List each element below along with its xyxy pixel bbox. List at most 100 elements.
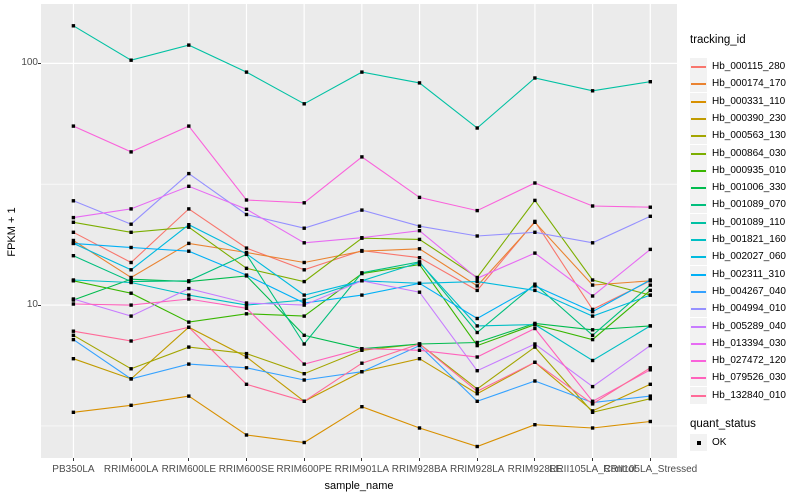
legend-entry-Hb_132840_010: Hb_132840_010 <box>690 386 786 404</box>
marker-ok <box>302 298 306 302</box>
legend-key-swatch <box>690 434 707 451</box>
x-tick-label-RRIM600SE: RRIM600SE <box>218 464 275 475</box>
marker-ok <box>302 260 306 265</box>
marker-ok <box>533 342 537 346</box>
marker-ok <box>590 358 595 363</box>
marker-ok <box>71 199 76 203</box>
marker-ok <box>187 43 191 47</box>
legend-entry-Hb_002027_060: Hb_002027_060 <box>690 248 786 266</box>
marker-ok <box>302 362 306 366</box>
marker-ok <box>302 399 306 403</box>
marker-ok <box>302 378 306 382</box>
marker-ok <box>187 362 191 366</box>
legend-entry-label: Hb_001006_330 <box>712 182 786 194</box>
marker-ok <box>417 195 422 200</box>
legend-entry-label: Hb_000115_280 <box>712 61 786 72</box>
marker-ok <box>475 324 479 328</box>
marker-ok <box>244 273 249 277</box>
legend-entry-Hb_001089_070: Hb_001089_070 <box>690 196 786 214</box>
marker-ok <box>417 260 422 265</box>
marker-ok <box>475 234 479 238</box>
legend-entry-Hb_000864_030: Hb_000864_030 <box>690 144 786 162</box>
marker-ok <box>360 279 364 283</box>
marker-ok <box>244 366 249 370</box>
legend-entry-label: Hb_079526_030 <box>712 372 786 384</box>
marker-ok <box>71 329 76 333</box>
marker-ok <box>187 297 191 301</box>
legend-entry-Hb_000563_130: Hb_000563_130 <box>690 127 786 145</box>
marker-ok <box>475 389 479 393</box>
marker-ok <box>129 277 133 281</box>
legend-entry-label: Hb_004267_040 <box>712 285 786 297</box>
marker-ok <box>648 419 652 424</box>
legend-entry-Hb_001821_160: Hb_001821_160 <box>690 231 786 248</box>
marker-ok <box>129 377 133 381</box>
marker-ok <box>71 302 76 306</box>
legend-key-line-icon <box>691 325 706 328</box>
marker-ok <box>590 89 595 93</box>
marker-ok <box>533 181 537 185</box>
marker-ok <box>302 241 306 245</box>
marker-ok <box>302 314 306 318</box>
marker-ok <box>475 387 479 391</box>
x-tick-mark <box>419 458 421 461</box>
legend-entry-label: OK <box>712 437 727 448</box>
marker-ok <box>648 397 652 401</box>
marker-ok <box>244 266 249 270</box>
marker-ok <box>648 283 652 287</box>
marker-ok <box>475 126 479 130</box>
marker-ok <box>129 303 133 307</box>
marker-ok <box>360 405 364 409</box>
marker-ok <box>71 24 76 28</box>
legend-key-swatch <box>690 300 707 318</box>
x-tick-label-RRIM600PE: RRIM600PE <box>276 464 332 475</box>
marker-ok <box>590 314 595 318</box>
marker-ok <box>417 262 422 267</box>
marker-ok <box>475 343 479 348</box>
marker-ok <box>590 399 595 403</box>
y-tick-mark <box>38 62 41 64</box>
legend-key-line-icon <box>691 256 706 259</box>
marker-ok <box>187 394 191 398</box>
x-tick-mark <box>534 458 536 461</box>
marker-ok <box>533 288 537 293</box>
legend-key-line-icon <box>691 100 706 103</box>
marker-ok <box>417 426 422 430</box>
legend-key-swatch <box>690 127 707 145</box>
marker-ok <box>590 283 595 287</box>
legend-entry-Hb_000331_110: Hb_000331_110 <box>690 92 785 110</box>
marker-ok <box>244 70 249 74</box>
marker-ok <box>302 440 306 445</box>
legend-key-swatch <box>690 92 707 110</box>
legend-key-line-icon <box>691 239 706 241</box>
marker-ok <box>475 208 479 213</box>
marker-ok <box>302 201 306 205</box>
marker-ok <box>648 368 652 372</box>
marker-ok <box>417 237 422 242</box>
marker-ok <box>590 402 595 406</box>
plot-panel <box>41 4 677 458</box>
legend-key-swatch <box>690 196 707 214</box>
legend-key-swatch <box>690 317 707 335</box>
x-tick-mark <box>649 458 651 461</box>
marker-ok <box>533 76 537 80</box>
marker-ok <box>360 361 364 365</box>
marker-ok <box>187 293 191 297</box>
x-axis-title: sample_name <box>324 480 394 492</box>
legend-entry-label: Hb_132840_010 <box>712 389 786 401</box>
marker-ok <box>187 320 191 324</box>
y-tick-mark <box>38 304 41 306</box>
marker-ok <box>533 220 537 224</box>
marker-ok <box>590 309 595 314</box>
legend-key-swatch <box>690 334 707 352</box>
marker-ok <box>129 339 133 343</box>
legend-key-line-icon <box>691 273 706 276</box>
marker-ok <box>187 241 191 246</box>
marker-ok <box>533 326 537 331</box>
legend-key-square-icon <box>697 441 701 445</box>
marker-ok <box>302 226 306 230</box>
marker-ok <box>302 372 306 376</box>
marker-ok <box>187 325 191 329</box>
legend-entry-Hb_079526_030: Hb_079526_030 <box>690 369 786 387</box>
marker-ok <box>302 342 306 346</box>
